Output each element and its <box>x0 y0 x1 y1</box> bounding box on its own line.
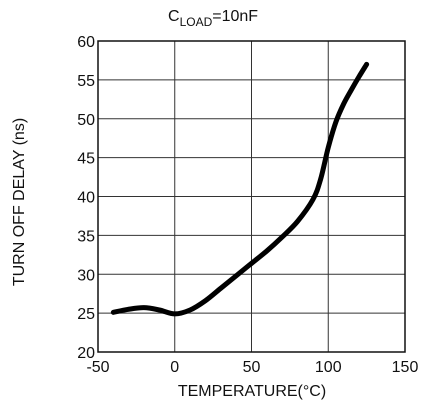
chart-title-main: C <box>168 8 180 25</box>
y-tick-label-1: 25 <box>77 306 95 323</box>
series-line <box>110 61 370 317</box>
y-tick-label-8: 60 <box>77 34 95 51</box>
chart-title: CLOAD=10nF <box>168 8 258 29</box>
plot-border <box>97 40 406 353</box>
x-tick-label-3: 100 <box>315 359 342 376</box>
y-tick-label-2: 30 <box>77 267 95 284</box>
y-tick-label-4: 40 <box>77 190 95 207</box>
y-axis-label: TURN OFF DELAY (ns) <box>11 118 28 286</box>
y-tick-label-3: 35 <box>77 228 95 245</box>
x-axis-label: TEMPERATURE(°C) <box>178 383 326 400</box>
chart-title-subscript: LOAD <box>180 15 213 29</box>
y-tick-label-0: 20 <box>77 345 95 362</box>
y-tick-label-5: 45 <box>77 151 95 168</box>
y-tick-label-6: 50 <box>77 112 95 129</box>
x-tick-labels: -50 0 50 100 150 <box>86 359 418 376</box>
x-tick-label-4: 150 <box>392 359 419 376</box>
y-tick-labels: 20 25 30 35 40 45 50 55 60 <box>77 34 95 362</box>
chart-title-rest: =10nF <box>212 8 258 25</box>
x-tick-label-1: 0 <box>170 359 179 376</box>
y-tick-label-7: 55 <box>77 73 95 90</box>
x-tick-label-2: 50 <box>243 359 261 376</box>
x-tick-label-0: -50 <box>86 359 109 376</box>
